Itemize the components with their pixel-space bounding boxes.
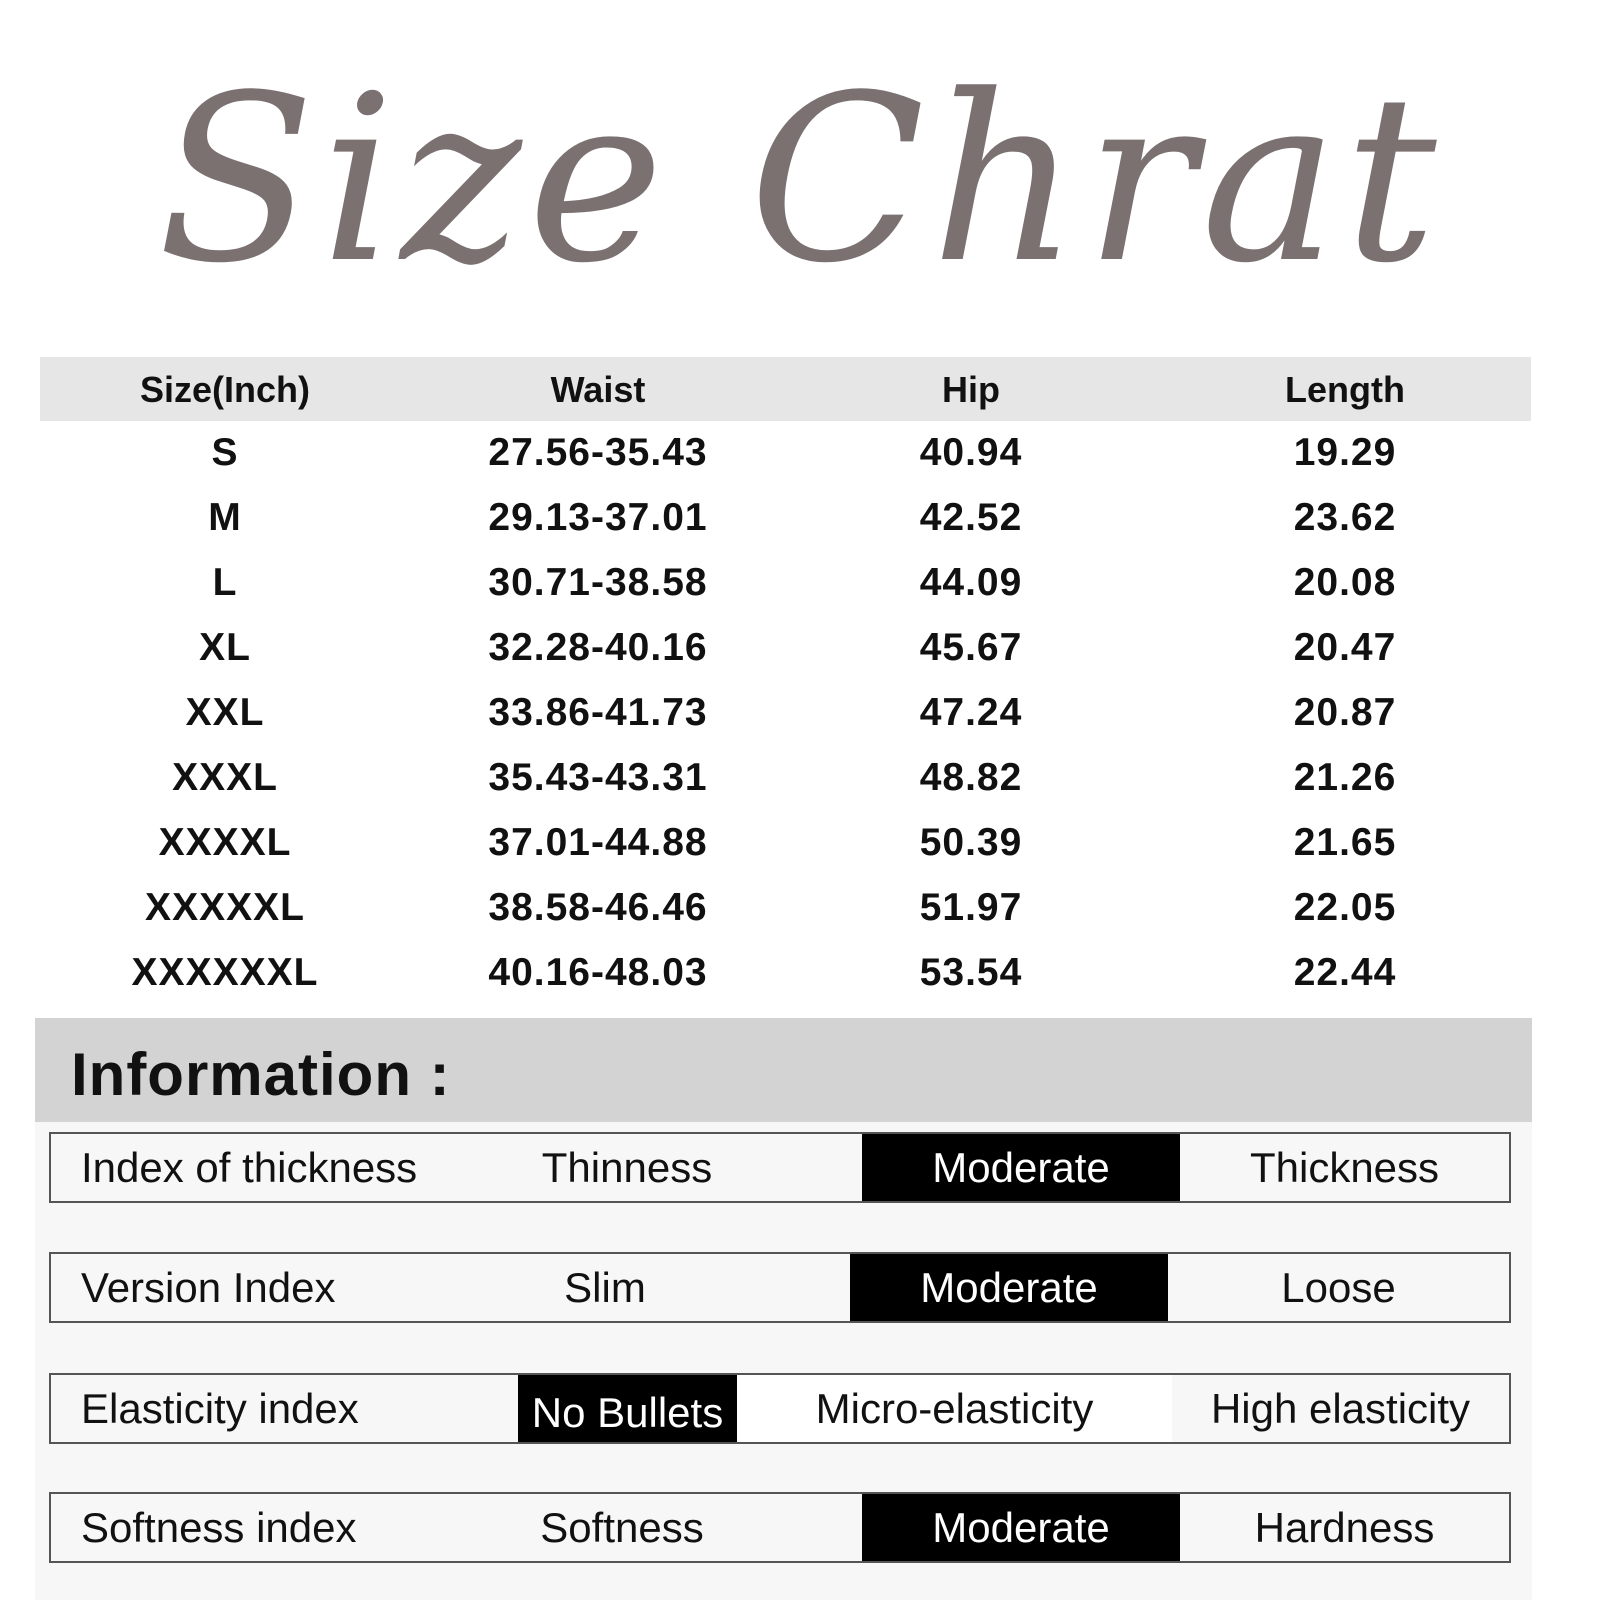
cell-length: 21.65: [1293, 821, 1397, 864]
cell-waist: 29.13-37.01: [488, 496, 708, 539]
cell-hip: 42.52: [919, 496, 1023, 539]
table-row: XXXXXXL 40.16-48.03 53.54 22.44: [40, 945, 1531, 1005]
table-row: M 29.13-37.01 42.52 23.62: [40, 490, 1531, 550]
cell-size: XL: [199, 626, 251, 669]
info-option: Hardness: [1254, 1504, 1435, 1551]
cell-size: XXL: [185, 691, 265, 734]
info-label: Elasticity index: [81, 1385, 359, 1432]
cell-size: XXXXXL: [145, 886, 305, 929]
cell-size: L: [212, 561, 238, 604]
cell-waist: 33.86-41.73: [488, 691, 708, 734]
information-band: Information :: [35, 1018, 1532, 1122]
cell-length: 20.87: [1293, 691, 1397, 734]
information-title: Information :: [71, 1041, 451, 1108]
cell-hip: 47.24: [919, 691, 1023, 734]
cell-size: XXXL: [172, 756, 278, 799]
cell-hip: 40.94: [919, 431, 1023, 474]
cell-length: 20.08: [1293, 561, 1397, 604]
info-row-thickness: Index of thickness Thinness Moderate Thi…: [49, 1132, 1511, 1203]
cell-hip: 44.09: [919, 561, 1023, 604]
cell-length: 22.44: [1293, 951, 1397, 994]
info-option-selected: Moderate: [850, 1254, 1168, 1321]
cell-length: 21.26: [1293, 756, 1397, 799]
cell-waist: 37.01-44.88: [488, 821, 708, 864]
info-label: Softness index: [81, 1504, 357, 1551]
cell-hip: 50.39: [919, 821, 1023, 864]
info-option: Thickness: [1249, 1144, 1440, 1191]
cell-hip: 53.54: [919, 951, 1023, 994]
cell-length: 20.47: [1293, 626, 1397, 669]
cell-length: 22.05: [1293, 886, 1397, 929]
info-row-elasticity: Elasticity index No Bullets Micro-elasti…: [49, 1373, 1511, 1444]
info-label: Index of thickness: [81, 1144, 418, 1191]
info-option: Thinness: [541, 1144, 713, 1191]
cell-waist: 32.28-40.16: [488, 626, 708, 669]
header-size: Size(Inch): [139, 369, 311, 410]
table-header: Size(Inch) Waist Hip Length: [40, 357, 1531, 421]
info-option: Loose: [1281, 1264, 1396, 1311]
cell-size: M: [208, 496, 242, 539]
info-option-selected: Moderate: [862, 1494, 1180, 1561]
info-label: Version Index: [81, 1264, 336, 1311]
header-hip: Hip: [942, 369, 1000, 410]
table-row: XXXL 35.43-43.31 48.82 21.26: [40, 750, 1531, 810]
info-option: Slim: [564, 1264, 646, 1311]
cell-waist: 35.43-43.31: [488, 756, 708, 799]
cell-length: 19.29: [1293, 431, 1397, 474]
info-option: Micro-elasticity: [737, 1375, 1172, 1442]
cell-hip: 45.67: [919, 626, 1023, 669]
table-row: L 30.71-38.58 44.09 20.08: [40, 555, 1531, 615]
cell-size: XXXXL: [158, 821, 292, 864]
info-option: High elasticity: [1210, 1385, 1471, 1432]
info-option-selected: No Bullets: [518, 1375, 737, 1442]
table-row: XXXXXL 38.58-46.46 51.97 22.05: [40, 880, 1531, 940]
table-row: XXXXL 37.01-44.88 50.39 21.65: [40, 815, 1531, 875]
table-row: XXL 33.86-41.73 47.24 20.87: [40, 685, 1531, 745]
cell-waist: 40.16-48.03: [488, 951, 708, 994]
info-option-selected: Moderate: [862, 1134, 1180, 1201]
cell-waist: 30.71-38.58: [488, 561, 708, 604]
cell-hip: 51.97: [919, 886, 1023, 929]
size-chart-title: Size Chrat: [157, 46, 1443, 314]
info-row-version: Version Index Slim Moderate Loose: [49, 1252, 1511, 1323]
header-length: Length: [1285, 369, 1405, 410]
cell-waist: 27.56-35.43: [488, 431, 708, 474]
table-row: XL 32.28-40.16 45.67 20.47: [40, 620, 1531, 680]
cell-length: 23.62: [1293, 496, 1397, 539]
table-row: S 27.56-35.43 40.94 19.29: [40, 425, 1531, 485]
cell-waist: 38.58-46.46: [488, 886, 708, 929]
info-option: Softness: [540, 1504, 704, 1551]
info-row-softness: Softness index Softness Moderate Hardnes…: [49, 1492, 1511, 1563]
cell-size: S: [211, 431, 239, 474]
cell-hip: 48.82: [919, 756, 1023, 799]
header-waist: Waist: [550, 369, 646, 410]
cell-size: XXXXXXL: [131, 951, 319, 994]
